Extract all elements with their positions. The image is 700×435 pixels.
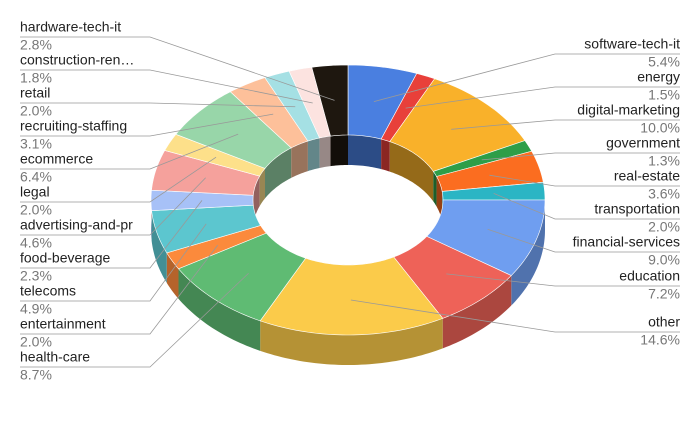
value-label: 8.7%	[20, 367, 52, 383]
value-label: 2.3%	[20, 268, 52, 284]
leader-line	[20, 102, 296, 108]
category-label: retail	[20, 85, 50, 101]
category-label: construction-ren…	[20, 52, 134, 68]
value-label: 5.4%	[648, 54, 680, 70]
leader-line	[20, 200, 203, 269]
category-label: recruiting-staffing	[20, 118, 127, 134]
slice-inner-wall	[389, 141, 434, 202]
slice-inner-wall	[433, 171, 437, 207]
value-label: 2.0%	[648, 219, 680, 235]
value-label: 6.4%	[20, 169, 52, 185]
category-label: education	[619, 268, 680, 284]
category-label: software-tech-it	[584, 36, 680, 52]
category-label: hardware-tech-it	[20, 19, 121, 35]
value-label: 2.0%	[20, 334, 52, 350]
value-label: 9.0%	[648, 252, 680, 268]
category-label: government	[606, 135, 680, 151]
slice-inner-wall	[348, 135, 382, 170]
leader-line	[20, 156, 217, 203]
slice-inner-wall	[259, 168, 266, 207]
leader-line	[405, 86, 680, 109]
value-label: 2.0%	[20, 103, 52, 119]
value-label: 14.6%	[640, 332, 680, 348]
value-label: 4.6%	[20, 235, 52, 251]
value-label: 2.8%	[20, 37, 52, 53]
value-label: 7.2%	[648, 286, 680, 302]
leader-line	[487, 228, 680, 253]
category-label: entertainment	[20, 316, 106, 332]
category-label: financial-services	[573, 234, 680, 250]
value-label: 4.9%	[20, 301, 52, 317]
value-label: 2.0%	[20, 202, 52, 218]
leader-line	[373, 53, 680, 102]
slice-outer-wall	[511, 200, 545, 306]
leader-line	[20, 133, 239, 170]
slice-inner-wall	[381, 139, 390, 172]
category-label: digital-marketing	[577, 102, 680, 118]
leader-line	[20, 223, 207, 302]
leader-line	[20, 272, 249, 368]
leader-line	[20, 69, 313, 104]
slice-inner-wall	[330, 135, 348, 167]
slice	[311, 64, 349, 137]
category-label: transportation	[594, 201, 680, 217]
leader-line	[20, 113, 274, 137]
category-label: ecommerce	[20, 151, 93, 167]
slice-outer-wall	[260, 318, 443, 365]
slice-inner-wall	[265, 147, 292, 199]
category-label: food-beverage	[20, 250, 111, 266]
slice-inner-wall	[319, 136, 331, 168]
leader-line	[489, 174, 680, 187]
slice-outer-wall	[442, 275, 512, 349]
slice-inner-wall	[291, 141, 308, 178]
leader-line	[20, 36, 335, 101]
value-label: 3.1%	[20, 136, 52, 152]
category-label: advertising-and-pr	[20, 217, 133, 233]
category-label: energy	[637, 69, 680, 85]
slice-outer-wall	[166, 252, 179, 299]
category-label: telecoms	[20, 283, 76, 299]
leader-line	[20, 244, 219, 335]
value-label: 1.3%	[648, 153, 680, 169]
value-label: 10.0%	[640, 120, 680, 136]
category-label: health-care	[20, 349, 90, 365]
leader-line	[350, 299, 680, 333]
leader-line	[20, 177, 206, 236]
category-label: real-estate	[614, 168, 680, 184]
leader-line	[493, 193, 680, 220]
value-label: 1.8%	[20, 70, 52, 86]
leader-line	[481, 152, 680, 161]
slice-inner-wall	[307, 137, 320, 172]
value-label: 1.5%	[648, 87, 680, 103]
slice-inner-wall	[436, 176, 443, 222]
leader-line	[451, 119, 680, 130]
leader-line	[446, 273, 680, 287]
value-label: 3.6%	[648, 186, 680, 202]
category-label: legal	[20, 184, 50, 200]
category-label: other	[648, 314, 680, 330]
slice-outer-wall	[178, 268, 261, 351]
